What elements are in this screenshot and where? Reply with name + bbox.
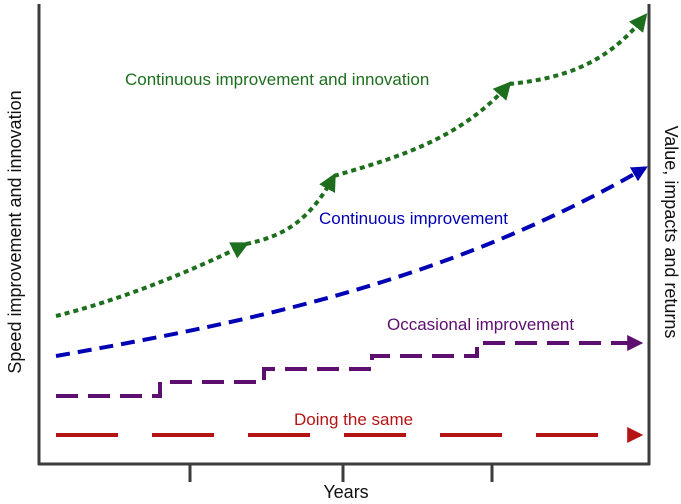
y-axis-right-label: Value, impacts and returns	[661, 126, 681, 339]
green-segment-4	[508, 13, 648, 86]
label-same: Doing the same	[294, 410, 413, 429]
green-segment-1	[55, 242, 250, 318]
green-segment-2	[245, 172, 336, 246]
curve-occasional	[56, 335, 644, 398]
y-axis-left-label: Speed improvement and innovation	[5, 90, 25, 373]
green-segment-3	[333, 81, 512, 178]
curve-continuous-innovation	[55, 13, 648, 318]
label-continuous: Continuous improvement	[319, 209, 508, 228]
label-continuous-innovation: Continuous improvement and innovation	[125, 70, 429, 89]
x-axis-label: Years	[323, 482, 368, 502]
label-occasional: Occasional improvement	[387, 315, 574, 334]
curve-continuous	[55, 166, 648, 358]
